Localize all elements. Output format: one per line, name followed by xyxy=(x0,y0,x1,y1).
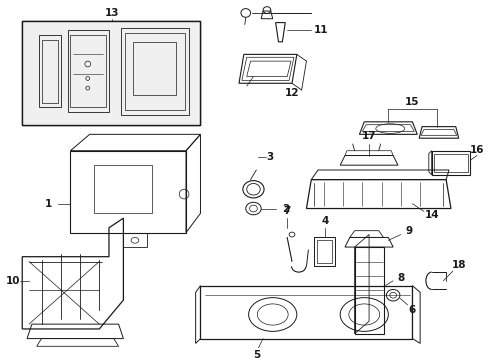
Bar xyxy=(22,21,200,125)
Text: 9: 9 xyxy=(404,226,411,236)
Text: 6: 6 xyxy=(408,305,415,315)
Bar xyxy=(313,238,335,266)
Text: 16: 16 xyxy=(469,145,483,155)
Text: 17: 17 xyxy=(361,131,376,141)
Text: 10: 10 xyxy=(5,276,20,286)
Text: 1: 1 xyxy=(44,199,52,209)
Text: 18: 18 xyxy=(450,260,465,270)
Text: 7: 7 xyxy=(283,206,290,216)
Text: 5: 5 xyxy=(252,350,260,360)
Text: 12: 12 xyxy=(284,88,299,98)
Bar xyxy=(316,240,332,264)
Text: 14: 14 xyxy=(424,210,438,220)
Bar xyxy=(133,42,176,95)
Text: 4: 4 xyxy=(321,216,328,226)
Text: 11: 11 xyxy=(313,25,327,35)
Bar xyxy=(22,21,200,125)
Text: 8: 8 xyxy=(396,273,404,283)
Text: 3: 3 xyxy=(265,153,273,162)
Text: 13: 13 xyxy=(104,8,119,18)
Text: 15: 15 xyxy=(405,96,419,107)
Bar xyxy=(22,21,200,125)
Text: 2: 2 xyxy=(281,203,288,213)
Bar xyxy=(94,165,152,213)
